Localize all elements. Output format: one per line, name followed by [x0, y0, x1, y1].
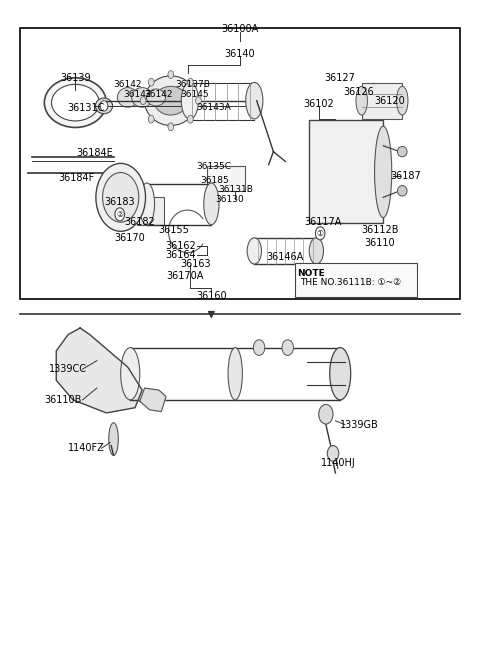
Text: 36145: 36145	[180, 90, 209, 98]
Text: 36131C: 36131C	[68, 103, 105, 113]
Ellipse shape	[228, 348, 242, 400]
Ellipse shape	[132, 88, 153, 107]
Text: 36127: 36127	[325, 73, 356, 83]
Text: 36110B: 36110B	[45, 395, 82, 405]
Ellipse shape	[396, 87, 408, 115]
Text: THE NO.36111B: ①~②: THE NO.36111B: ①~②	[300, 278, 401, 287]
Bar	[309, 120, 383, 224]
Text: 36112B: 36112B	[361, 225, 398, 235]
Ellipse shape	[146, 89, 166, 106]
Text: 36155: 36155	[159, 225, 190, 235]
Text: 36182: 36182	[124, 217, 155, 227]
Circle shape	[196, 96, 201, 104]
Text: 36139: 36139	[60, 73, 91, 83]
Text: 36185: 36185	[200, 176, 229, 185]
Polygon shape	[56, 328, 142, 413]
Circle shape	[315, 227, 325, 240]
Ellipse shape	[397, 146, 407, 157]
Ellipse shape	[109, 422, 118, 455]
Text: 36102: 36102	[303, 99, 334, 109]
Ellipse shape	[139, 183, 155, 225]
Ellipse shape	[247, 238, 262, 264]
Text: 36142: 36142	[123, 90, 152, 98]
Text: 36100A: 36100A	[221, 24, 259, 34]
Bar	[137, 197, 164, 225]
Text: 36140: 36140	[225, 49, 255, 58]
Bar	[362, 83, 402, 119]
Ellipse shape	[117, 88, 138, 107]
Text: 36126: 36126	[343, 87, 374, 96]
Circle shape	[96, 163, 145, 232]
Circle shape	[148, 78, 154, 86]
Text: 36160: 36160	[196, 291, 227, 301]
Text: 36142: 36142	[114, 80, 142, 89]
Ellipse shape	[144, 76, 197, 125]
Ellipse shape	[154, 87, 188, 115]
Text: ①: ①	[317, 229, 324, 237]
Circle shape	[103, 173, 139, 222]
Ellipse shape	[309, 238, 324, 264]
Ellipse shape	[44, 78, 107, 127]
Circle shape	[282, 340, 293, 356]
Bar	[295, 262, 417, 297]
Text: 36117A: 36117A	[304, 217, 341, 227]
Text: 1339CC: 1339CC	[49, 364, 87, 374]
Ellipse shape	[330, 348, 351, 400]
Ellipse shape	[51, 85, 99, 121]
Text: 36164: 36164	[165, 250, 196, 260]
Polygon shape	[140, 388, 166, 411]
Ellipse shape	[204, 183, 219, 225]
Text: 36135C: 36135C	[196, 161, 231, 171]
Ellipse shape	[374, 126, 392, 218]
Circle shape	[188, 115, 193, 123]
Text: 36146A: 36146A	[267, 253, 304, 262]
Text: 36130: 36130	[215, 195, 244, 205]
Text: 36184E: 36184E	[76, 148, 113, 158]
Ellipse shape	[356, 87, 367, 115]
Text: 1339GB: 1339GB	[340, 420, 379, 430]
Text: 36110: 36110	[364, 238, 395, 248]
Text: 36170A: 36170A	[167, 271, 204, 281]
Bar	[21, 28, 459, 298]
Text: 36120: 36120	[374, 96, 405, 106]
Circle shape	[115, 208, 124, 221]
Text: 36184F: 36184F	[59, 173, 95, 183]
Text: 36162: 36162	[165, 241, 196, 251]
Ellipse shape	[181, 83, 199, 119]
Text: 36131B: 36131B	[218, 185, 252, 194]
Text: 36143A: 36143A	[196, 103, 231, 112]
Circle shape	[140, 96, 146, 104]
Text: 1140FZ: 1140FZ	[68, 443, 105, 453]
Ellipse shape	[96, 98, 113, 113]
Text: NOTE: NOTE	[297, 269, 325, 278]
Ellipse shape	[246, 83, 263, 119]
Bar	[206, 166, 245, 191]
Circle shape	[100, 100, 108, 111]
Text: 1140HJ: 1140HJ	[321, 459, 355, 468]
Circle shape	[327, 445, 339, 461]
Circle shape	[148, 115, 154, 123]
Ellipse shape	[397, 186, 407, 196]
Text: 36163: 36163	[181, 259, 211, 269]
Circle shape	[188, 78, 193, 86]
Ellipse shape	[120, 348, 140, 400]
Circle shape	[319, 405, 333, 424]
Text: ②: ②	[116, 210, 123, 219]
Circle shape	[253, 340, 265, 356]
Text: 36187: 36187	[391, 171, 421, 182]
Text: 36170: 36170	[114, 233, 144, 243]
Circle shape	[168, 71, 174, 79]
Text: 36137B: 36137B	[175, 80, 210, 89]
Text: 36142: 36142	[144, 90, 173, 98]
Text: 36183: 36183	[105, 197, 135, 207]
Circle shape	[168, 123, 174, 131]
